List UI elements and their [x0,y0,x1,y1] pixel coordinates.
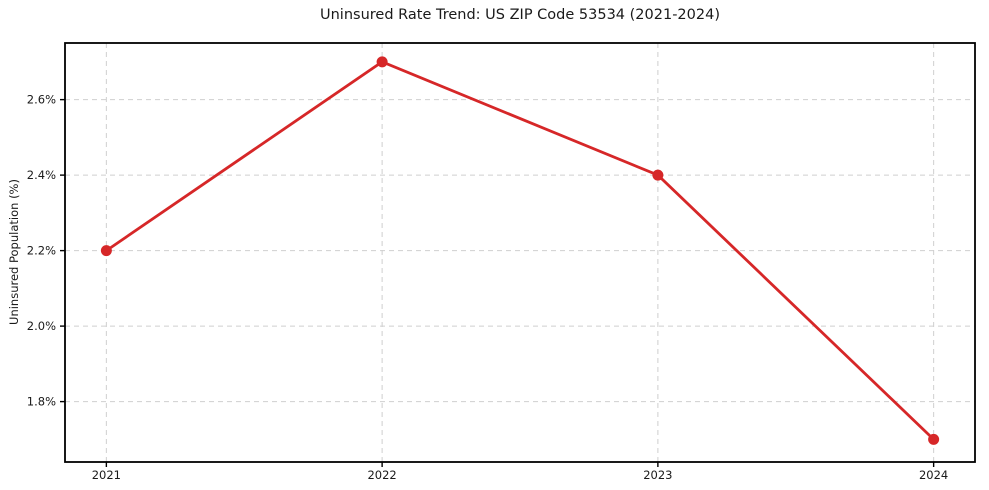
y-tick-label: 2.4% [27,168,56,182]
trend-line [104,60,936,441]
data-point-marker [376,56,388,68]
x-tick-label: 2021 [92,468,121,482]
x-tick-label: 2022 [367,468,396,482]
x-tick-label: 2024 [919,468,948,482]
axes-border [64,42,976,463]
y-tick-label: 2.0% [27,319,56,333]
y-tick-label: 1.8% [27,395,56,409]
data-point-marker [928,433,940,445]
data-point-marker [100,245,112,257]
x-tick-label: 2023 [643,468,672,482]
y-tick-label: 2.6% [27,93,56,107]
chart-title: Uninsured Rate Trend: US ZIP Code 53534 … [320,7,720,23]
y-tick-label: 2.2% [27,244,56,258]
data-point-marker [652,169,664,181]
